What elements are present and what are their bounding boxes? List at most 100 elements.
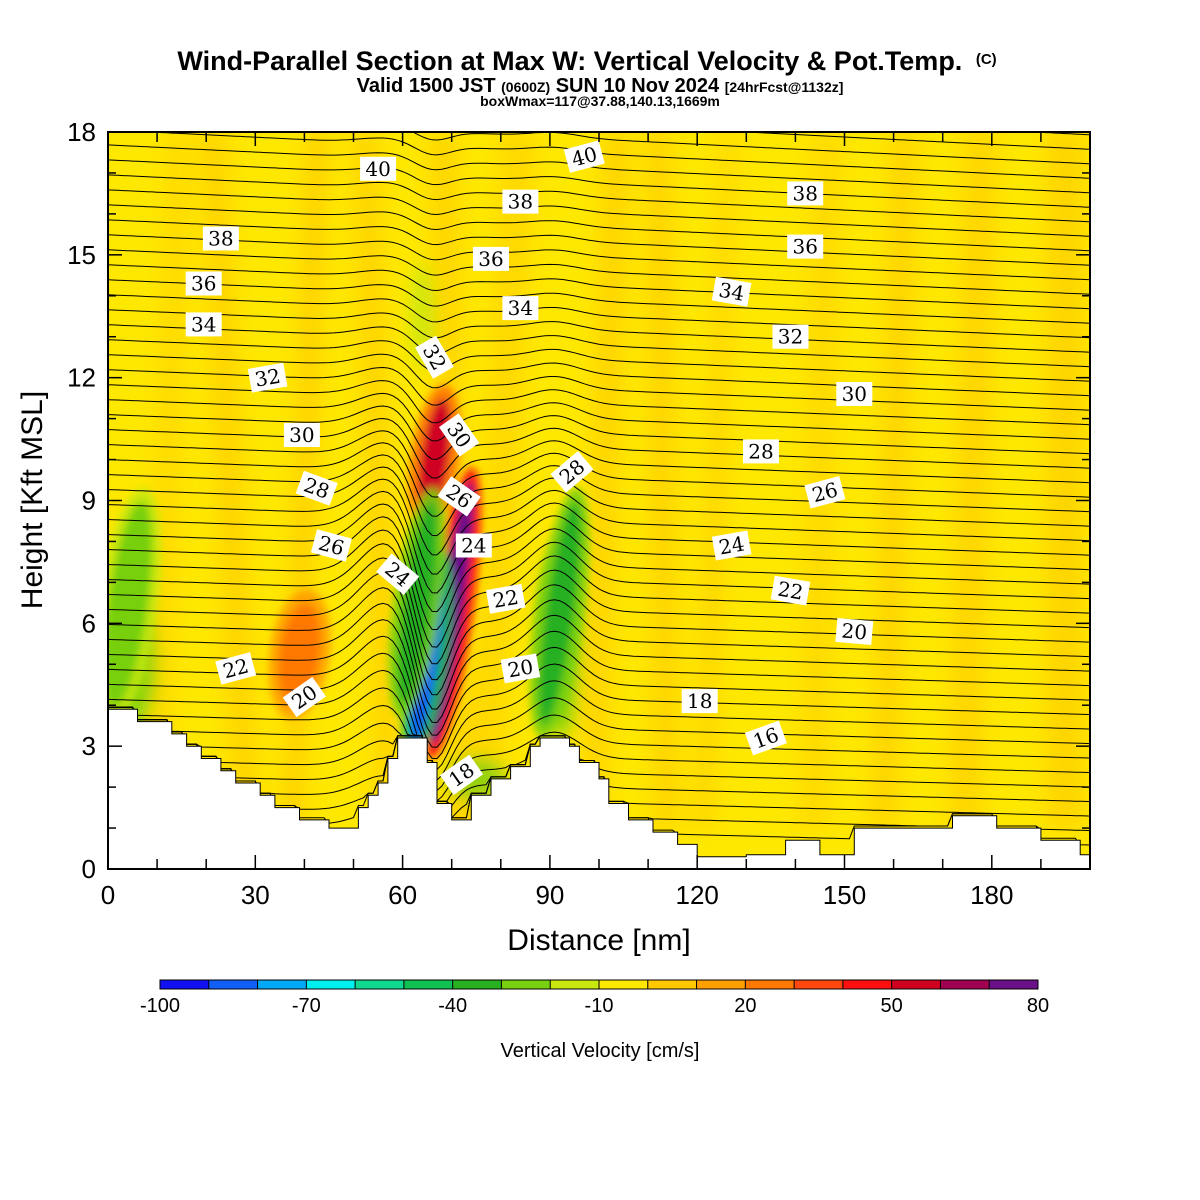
contour-label-text: 34 bbox=[191, 312, 216, 336]
copyright-mark: (C) bbox=[976, 51, 997, 68]
contour-label: 30 bbox=[283, 423, 320, 447]
y-tick-label: 3 bbox=[82, 731, 96, 761]
colorbar-tick-label: -100 bbox=[140, 995, 180, 1017]
contour-label: 30 bbox=[836, 382, 873, 406]
theta-contour-line bbox=[108, 353, 1090, 397]
theta-contour-line bbox=[108, 234, 1090, 281]
theta-contour-line bbox=[108, 466, 1090, 556]
contour-label-text: 24 bbox=[717, 531, 746, 559]
theta-contour-line bbox=[736, 132, 1090, 150]
y-tick-label: 12 bbox=[67, 363, 96, 393]
velocity-band-9 bbox=[947, 132, 999, 829]
contour-label: 34 bbox=[502, 296, 539, 321]
colorbar-tick-label: 50 bbox=[881, 995, 903, 1017]
contour-label-text: 32 bbox=[253, 364, 282, 392]
contour-label-text: 34 bbox=[717, 278, 746, 306]
contour-label-text: 22 bbox=[776, 577, 805, 605]
colorbar-title: Vertical Velocity [cm/s] bbox=[501, 1040, 700, 1062]
theta-contour-line bbox=[108, 635, 1090, 748]
velocity-band-12 bbox=[722, 132, 751, 829]
colorbar-swatch bbox=[696, 980, 746, 989]
colorbar-swatch bbox=[599, 980, 649, 989]
colorbar-swatch bbox=[745, 980, 795, 989]
velocity-core-4 bbox=[538, 501, 581, 725]
contour-label: 20 bbox=[835, 617, 874, 646]
colorbar-swatch bbox=[306, 980, 356, 989]
contour-label: 26 bbox=[310, 529, 352, 562]
contour-label: 22 bbox=[485, 583, 526, 614]
velocity-band-5 bbox=[643, 132, 682, 829]
theta-contour-line bbox=[108, 189, 1090, 237]
colorbar-swatch bbox=[989, 980, 1039, 989]
y-tick-label: 15 bbox=[67, 240, 96, 270]
chart-title: Wind-Parallel Section at Max W: Vertical… bbox=[177, 46, 996, 76]
colorbar-swatch bbox=[403, 980, 454, 989]
contour-label-text: 32 bbox=[778, 325, 803, 349]
theta-contour-line bbox=[108, 669, 1090, 771]
contour-label: 26 bbox=[804, 476, 846, 509]
contour-label: 16 bbox=[744, 720, 787, 756]
theta-contour-line bbox=[108, 704, 1090, 792]
contour-label-text: 22 bbox=[491, 585, 520, 613]
contour-label: 22 bbox=[770, 575, 811, 606]
contour-label: 28 bbox=[743, 439, 779, 464]
theta-contour-line bbox=[108, 219, 1090, 266]
theta-contour-line bbox=[108, 144, 1090, 194]
theta-contour-line bbox=[108, 159, 1090, 208]
contour-label: 20 bbox=[500, 653, 541, 684]
theta-contour-line bbox=[108, 339, 1090, 382]
theta-contour-line bbox=[108, 503, 1090, 613]
colorbar-swatch bbox=[891, 980, 941, 989]
theta-contour-line bbox=[108, 454, 1090, 537]
contour-label: 28 bbox=[550, 451, 594, 493]
pot-temp-contours bbox=[108, 132, 1090, 846]
contour-label: 38 bbox=[202, 226, 239, 251]
velocity-band-10 bbox=[1045, 132, 1086, 829]
theta-contour-line bbox=[108, 279, 1090, 324]
contour-label: 20 bbox=[282, 676, 327, 718]
theta-contour-line bbox=[108, 442, 1090, 517]
colorbar-tick-label: -40 bbox=[438, 995, 467, 1017]
contour-label: 38 bbox=[787, 181, 824, 206]
colorbar-swatch bbox=[940, 980, 990, 989]
contour-label: 32 bbox=[772, 324, 809, 349]
chart-subtitle: Valid 1500 JST (0600Z) SUN 10 Nov 2024 [… bbox=[357, 75, 844, 97]
x-axis-title: Distance [nm] bbox=[507, 924, 690, 957]
theta-contour-line bbox=[108, 204, 1090, 252]
colorbar-swatch bbox=[355, 980, 405, 989]
theta-contour-line bbox=[108, 619, 1090, 736]
theta-contour-line bbox=[108, 309, 1090, 353]
y-axis-title: Height [Kft MSL] bbox=[16, 391, 49, 609]
x-tick-label: 60 bbox=[388, 880, 417, 910]
theta-contour-line bbox=[108, 294, 1090, 339]
theta-contour-line bbox=[108, 392, 1090, 442]
colorbar-tick-label: -10 bbox=[585, 995, 614, 1017]
theta-contour-line bbox=[108, 587, 1090, 710]
x-tick-label: 150 bbox=[823, 880, 866, 910]
y-tick-label: 9 bbox=[82, 486, 96, 516]
theta-contour-line bbox=[108, 529, 1090, 648]
colorbar-tick-label: 20 bbox=[734, 995, 756, 1017]
contour-label-text: 34 bbox=[508, 296, 533, 320]
contour-label: 38 bbox=[502, 189, 539, 214]
contour-label: 34 bbox=[711, 276, 752, 307]
velocity-band-8 bbox=[869, 132, 920, 829]
contour-label-text: 28 bbox=[748, 439, 773, 463]
colorbar: -100 -70 -40 -10 20 50 80 bbox=[140, 979, 1049, 1017]
x-tick-label: 30 bbox=[241, 880, 270, 910]
contour-label-text: 38 bbox=[208, 227, 233, 251]
contour-label: 18 bbox=[681, 689, 718, 714]
colorbar-swatch bbox=[501, 980, 551, 989]
contour-label-text: 20 bbox=[841, 618, 868, 644]
x-tick-label: 180 bbox=[970, 880, 1013, 910]
colorbar-swatch bbox=[208, 980, 259, 989]
theta-contour-line bbox=[108, 516, 1090, 631]
x-tick-label: 120 bbox=[676, 880, 719, 910]
theta-contour-line bbox=[108, 430, 1090, 498]
contour-label-text: 24 bbox=[461, 534, 486, 558]
colorbar-swatch bbox=[647, 980, 698, 989]
theta-contour-line bbox=[108, 380, 1090, 426]
theta-contour-line bbox=[108, 572, 1090, 696]
theta-contour-line bbox=[108, 174, 1090, 223]
colorbar-swatch bbox=[550, 980, 600, 989]
